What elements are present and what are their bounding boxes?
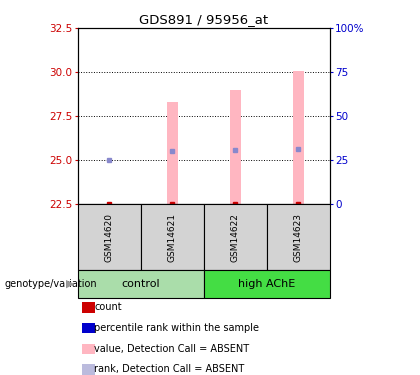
Text: GSM14620: GSM14620 [105,213,114,262]
Text: genotype/variation: genotype/variation [4,279,97,289]
Bar [141,204,204,270]
Text: rank, Detection Call = ABSENT: rank, Detection Call = ABSENT [94,364,245,374]
Text: count: count [94,303,122,312]
Text: high AChE: high AChE [238,279,295,289]
Bar [293,71,304,204]
Text: percentile rank within the sample: percentile rank within the sample [94,323,260,333]
Title: GDS891 / 95956_at: GDS891 / 95956_at [139,13,268,26]
Bar [204,204,267,270]
Bar [230,90,241,204]
Text: control: control [121,279,160,289]
Bar [204,270,330,298]
Text: ▶: ▶ [66,279,75,289]
Bar [167,102,178,204]
Text: GSM14623: GSM14623 [294,213,303,262]
Text: GSM14622: GSM14622 [231,213,240,262]
Bar [78,204,141,270]
Text: GSM14621: GSM14621 [168,213,177,262]
Bar [267,204,330,270]
Bar [78,270,204,298]
Text: value, Detection Call = ABSENT: value, Detection Call = ABSENT [94,344,249,354]
